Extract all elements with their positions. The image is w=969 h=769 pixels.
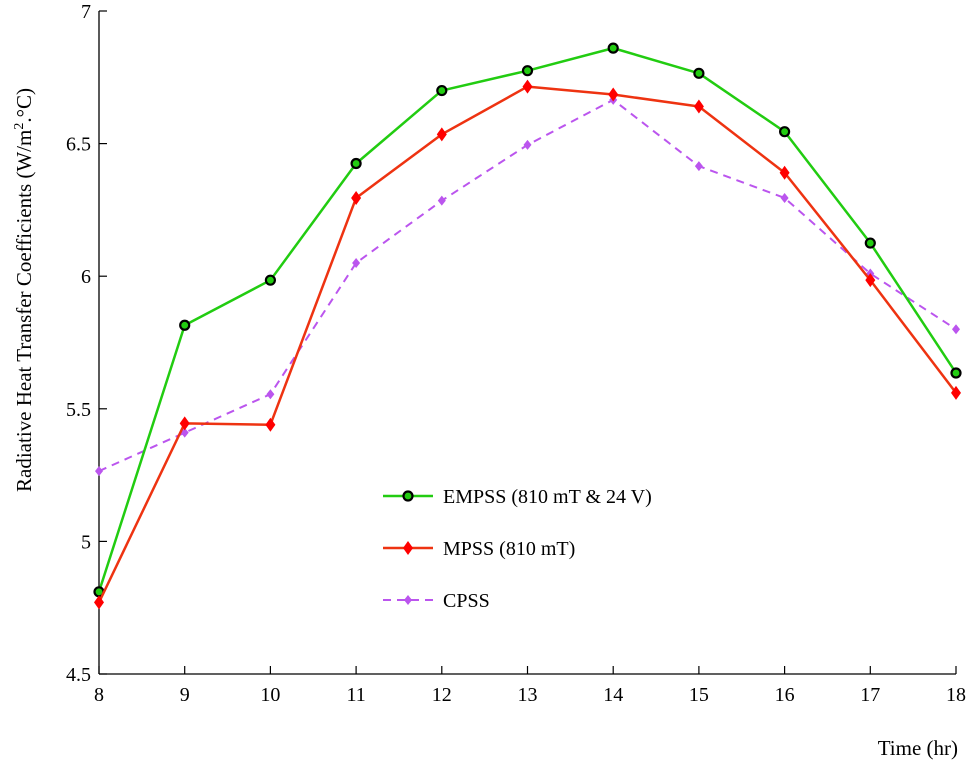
- data-point-mpss: [779, 165, 790, 180]
- data-point-cpss: [95, 466, 103, 477]
- data-point-mpss: [94, 595, 104, 610]
- data-point-mpss: [951, 385, 961, 400]
- x-tick-label: 9: [180, 684, 190, 706]
- data-point-mpss: [179, 416, 190, 431]
- data-point-cpss: [952, 324, 960, 335]
- data-point-empss: [350, 157, 362, 170]
- y-ticks: 4.5 5 5.5 6 6.5 7: [66, 1, 107, 686]
- legend-label-mpss: MPSS (810 mT): [443, 538, 575, 560]
- x-tick-label: 13: [518, 684, 538, 706]
- data-point-empss: [436, 84, 448, 97]
- series-line-mpss: [97, 85, 957, 603]
- legend: EMPSS (810 mT & 24 V) MPSS (810 mT) CPSS: [383, 486, 652, 612]
- legend-label-empss: EMPSS (810 mT & 24 V): [443, 486, 652, 508]
- data-point-empss: [864, 237, 876, 249]
- data-point-mpss: [522, 79, 533, 94]
- data-point-empss: [778, 126, 791, 138]
- data-point-cpss: [352, 257, 361, 268]
- data-point-mpss: [608, 87, 619, 102]
- data-point-mpss: [865, 273, 876, 288]
- series-line-cpss: [98, 98, 957, 473]
- data-point-cpss: [437, 195, 446, 206]
- y-tick-label: 6.5: [66, 134, 91, 156]
- x-axis-label: Time (hr): [878, 736, 958, 760]
- data-point-mpss: [351, 190, 362, 205]
- data-point-empss: [950, 367, 962, 379]
- legend-swatch-marker-mpss: [403, 541, 413, 555]
- data-point-mpss: [693, 99, 704, 114]
- legend-swatch-marker-cpss: [404, 595, 412, 605]
- x-ticks: 8 9 10 11 12 13 14 15 16 17 18: [94, 666, 966, 706]
- y-axis-label-end: .°C): [12, 88, 36, 123]
- legend-entry-empss: EMPSS (810 mT & 24 V): [383, 486, 652, 508]
- x-tick-label: 14: [603, 684, 623, 706]
- series-line-empss: [97, 46, 958, 593]
- x-tick-label: 18: [946, 684, 966, 706]
- data-point-cpss: [266, 389, 275, 400]
- series-layer: [93, 42, 962, 610]
- data-point-cpss: [780, 192, 789, 203]
- data-point-empss: [179, 319, 191, 331]
- data-point-empss: [521, 65, 534, 77]
- y-axis-label-sup: 2: [12, 123, 27, 130]
- data-point-mpss: [265, 417, 276, 432]
- x-tick-label: 11: [346, 684, 365, 706]
- x-tick-label: 15: [689, 684, 709, 706]
- x-tick-label: 10: [260, 684, 280, 706]
- y-tick-label: 7: [81, 1, 91, 23]
- legend-label-cpss: CPSS: [443, 590, 490, 612]
- data-point-mpss: [436, 127, 447, 142]
- legend-entry-cpss: CPSS: [383, 590, 490, 612]
- legend-swatch-marker-empss: [402, 490, 414, 502]
- x-tick-label: 12: [432, 684, 452, 706]
- data-point-cpss: [694, 161, 703, 172]
- data-point-empss: [693, 67, 705, 79]
- x-tick-label: 8: [94, 684, 104, 706]
- y-tick-label: 4.5: [66, 664, 91, 686]
- x-tick-label: 17: [860, 684, 880, 706]
- y-tick-label: 5: [81, 531, 91, 553]
- data-point-cpss: [523, 139, 532, 150]
- legend-entry-mpss: MPSS (810 mT): [383, 538, 575, 560]
- y-tick-label: 6: [81, 266, 91, 288]
- y-tick-label: 5.5: [66, 399, 91, 421]
- y-axis-label-main: Radiative Heat Transfer Coefficients (W/…: [12, 130, 36, 492]
- x-tick-label: 16: [775, 684, 795, 706]
- data-point-empss: [607, 42, 619, 54]
- data-point-empss: [264, 274, 276, 286]
- y-axis-label: Radiative Heat Transfer Coefficients (W/…: [12, 88, 36, 492]
